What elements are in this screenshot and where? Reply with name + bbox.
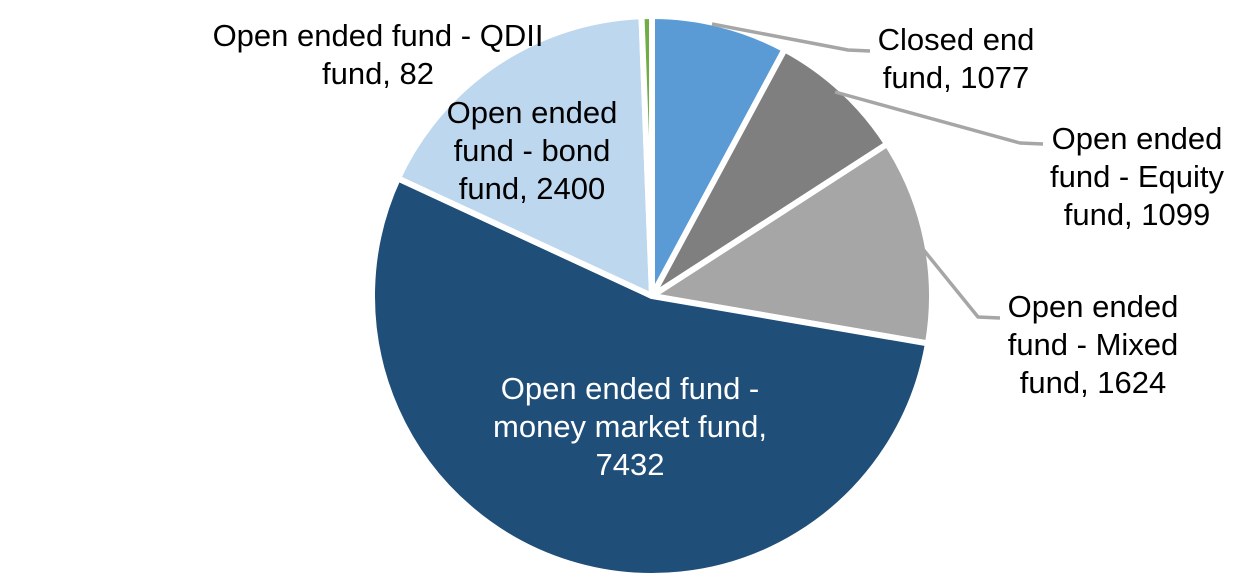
data-label-line: fund - Equity [1049, 159, 1225, 194]
data-label-closed-end-fund: Closed end fund, 1077 [878, 21, 1035, 97]
pie-slices [369, 13, 935, 579]
data-label-line: Open ended [446, 95, 618, 130]
pie-slice-open-ended-mixed-fund[interactable] [649, 141, 935, 347]
data-label-line: Closed end [877, 22, 1035, 57]
data-label-line: fund, 1077 [882, 60, 1030, 95]
data-label-line: 7432 [595, 447, 665, 482]
data-label-line: fund, 82 [321, 56, 435, 91]
data-label-line: Open ended fund - QDII [212, 18, 544, 53]
leader-line-equity [834, 90, 1044, 146]
pie-slice-open-ended-equity-fund[interactable] [649, 46, 891, 299]
data-label-line: fund, 2400 [458, 171, 606, 206]
leader-line-mixed [916, 241, 1001, 320]
leader-lines [711, 22, 1044, 320]
data-label-bond-fund: Open ended fund - bond fund, 2400 [447, 94, 618, 208]
data-label-line: Open ended fund - [500, 371, 760, 406]
data-label-line: fund, 1099 [1063, 197, 1211, 232]
data-label-line: fund, 1624 [1019, 365, 1167, 400]
data-label-line: Open ended [1051, 121, 1223, 156]
data-label-equity-fund: Open ended fund - Equity fund, 1099 [1050, 120, 1224, 234]
data-label-line: money market fund, [493, 409, 767, 444]
data-label-line: fund - Mixed [1007, 327, 1179, 362]
data-label-qdii-fund: Open ended fund - QDII fund, 82 [213, 17, 544, 93]
pie-slice-open-ended-money-market-fund[interactable] [369, 175, 931, 579]
leader-line-closed-end [711, 22, 871, 53]
data-label-line: Open ended [1007, 289, 1179, 324]
data-label-mixed-fund: Open ended fund - Mixed fund, 1624 [1008, 288, 1179, 402]
data-label-money-market-fund: Open ended fund - money market fund, 743… [493, 370, 767, 484]
data-label-line: fund - bond [453, 133, 611, 168]
pie-slice-open-ended-bond-fund[interactable] [394, 13, 655, 299]
pie-slice-open-ended-qdii-fund[interactable] [638, 13, 655, 299]
